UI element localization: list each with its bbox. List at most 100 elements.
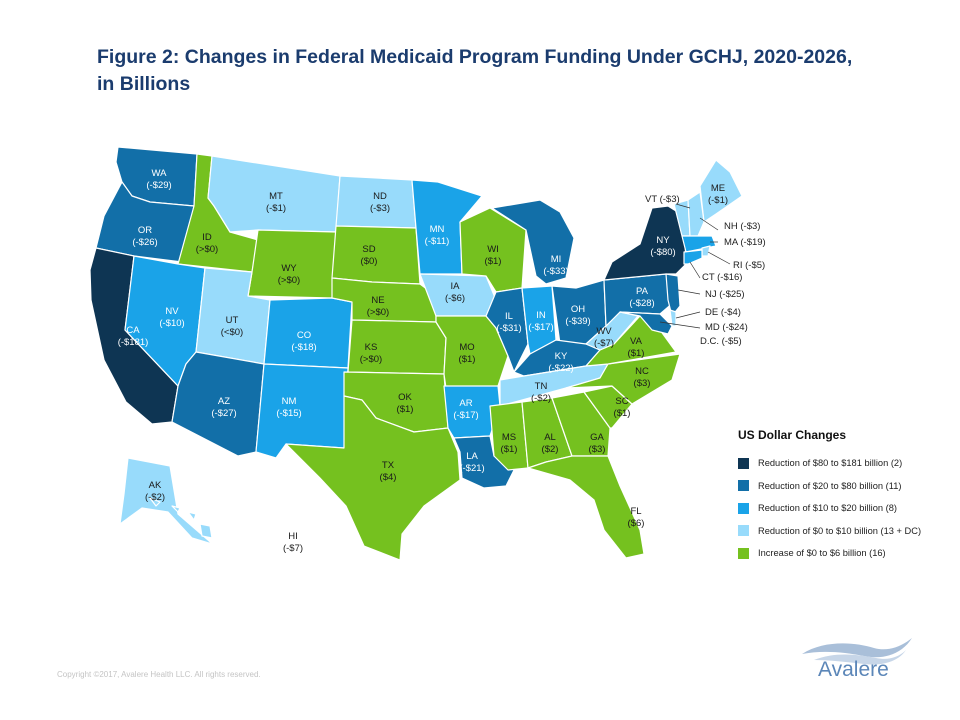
state-callout-nj: NJ (-$25) [705,289,745,300]
state-label-mn: MN [430,224,445,235]
state-label-ak: AK [149,480,162,491]
state-label-in: IN [536,310,546,321]
leader-line [675,203,691,209]
state-value-tn: (-$2) [531,393,551,404]
legend-swatch [738,502,749,514]
state-callout-nh: NH (-$3) [724,221,760,232]
state-label-sd: SD [362,244,375,255]
state-value-ne: (>$0) [367,307,389,318]
state-shape-nd [335,175,417,229]
legend-label: Increase of $0 to $6 billion (16) [758,548,886,559]
state-label-mo: MO [459,342,474,353]
legend-item: Reduction of $0 to $10 billion (13 + DC) [738,520,953,543]
state-value-in: (-$17) [528,322,553,333]
state-label-co: CO [297,330,311,341]
legend-swatch [738,525,749,537]
state-callout-md: MD (-$24) [705,322,748,333]
state-shape-la [453,435,515,489]
state-shape-tx [285,395,461,561]
state-value-wa: (-$29) [146,180,171,191]
state-shape-ak [119,457,213,545]
state-label-ca: CA [126,325,140,336]
state-label-pa: PA [636,286,649,297]
legend-title: US Dollar Changes [738,428,847,442]
state-value-va: ($1) [628,348,645,359]
state-value-mt: (-$1) [266,203,286,214]
legend-item: Increase of $0 to $6 billion (16) [738,542,953,565]
state-value-mn: (-$11) [425,236,450,247]
leader-line [689,261,701,279]
leader-line [677,289,701,295]
legend-label: Reduction of $80 to $181 billion (2) [758,458,903,469]
state-label-ks: KS [365,342,378,353]
state-callout-dc: D.C. (-$5) [700,336,742,347]
state-label-ky: KY [555,351,568,362]
state-label-id: ID [202,232,212,243]
state-value-ks: (>$0) [360,354,382,365]
state-value-az: (-$27) [211,408,236,419]
state-shape-de [669,309,677,327]
state-label-nv: NV [165,306,179,317]
legend-item: Reduction of $20 to $80 billion (11) [738,475,953,498]
state-shape-mi [491,199,575,285]
state-label-ar: AR [459,398,472,409]
state-shape-co [263,297,353,369]
state-shape-ri [701,245,711,257]
leader-line [659,321,701,329]
state-value-nm: (-$15) [276,408,301,419]
state-value-sc: ($1) [614,408,631,419]
leader-line [699,217,719,231]
state-value-ut: (<$0) [221,327,243,338]
state-label-mt: MT [269,191,283,202]
state-label-oh: OH [571,304,585,315]
state-label-wv: WV [596,326,612,337]
state-label-ia: IA [451,281,461,292]
state-label-az: AZ [218,396,230,407]
state-label-mi: MI [551,254,562,265]
state-label-tn: TN [535,381,548,392]
avalere-logo-icon [802,638,912,665]
state-value-la: (-$21) [459,463,484,474]
state-shape-sc [583,385,633,429]
state-value-mi: (-$33) [543,266,568,277]
state-label-ut: UT [226,315,239,326]
state-value-il: (-$31) [496,323,521,334]
state-label-fl: FL [630,506,641,517]
legend-label: Reduction of $20 to $80 billion (11) [758,480,902,491]
state-shape-wy [247,229,337,299]
state-shape-md [619,311,673,335]
state-label-nm: NM [282,396,297,407]
copyright-notice: Copyright ©2017, Avalere Health LLC. All… [57,670,261,679]
state-value-ca: (-$181) [118,337,149,348]
state-label-nc: NC [635,366,649,377]
state-label-ny: NY [656,235,670,246]
avalere-logo-text: Avalere [818,658,889,681]
figure-title: Figure 2: Changes in Federal Medicaid Pr… [97,46,853,95]
state-value-or: (-$26) [132,237,157,248]
state-value-ar: (-$17) [453,410,478,421]
state-label-va: VA [630,336,643,347]
state-value-pa: (-$28) [629,298,654,309]
state-label-ga: GA [590,432,604,443]
state-shape-nj [665,273,681,317]
state-callout-ct: CT (-$16) [702,272,742,283]
state-label-nd: ND [373,191,387,202]
state-shape-sd [331,225,421,285]
legend-label: Reduction of $10 to $20 billion (8) [758,503,898,514]
state-callout-ri: RI (-$5) [733,260,765,271]
state-value-fl: ($6) [628,518,645,529]
state-label-ok: OK [398,392,412,403]
legend-label: Reduction of $0 to $10 billion (13 + DC) [758,525,922,536]
state-label-al: AL [544,432,556,443]
state-value-hi: (-$7) [283,543,303,554]
state-value-id: (>$0) [196,244,218,255]
state-label-wa: WA [152,168,168,179]
state-label-wi: WI [487,244,499,255]
state-label-or: OR [138,225,152,236]
state-label-wy: WY [281,263,297,274]
legend-swatch [738,547,749,559]
legend-item: Reduction of $10 to $20 billion (8) [738,497,953,520]
legend-swatch [738,457,749,469]
state-value-ms: ($1) [501,444,518,455]
state-label-me: ME [711,183,725,194]
